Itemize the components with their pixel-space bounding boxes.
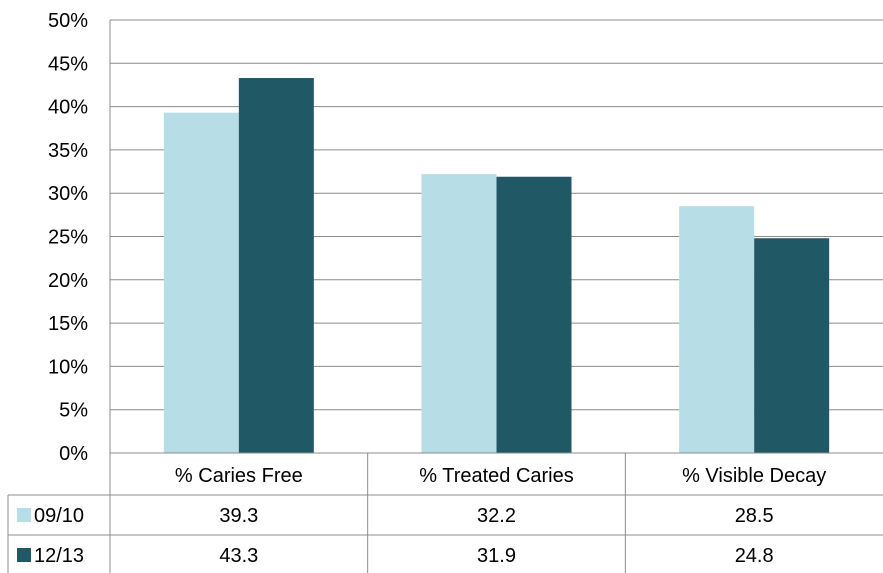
table-cell: 43.3 — [219, 545, 258, 567]
y-tick-label: 25% — [48, 227, 88, 249]
y-tick-label: 0% — [59, 443, 88, 465]
y-tick-label: 30% — [48, 183, 88, 205]
y-tick-label: 35% — [48, 140, 88, 162]
table-cell: 39.3 — [219, 505, 258, 527]
table-cell: 32.2 — [477, 505, 516, 527]
y-tick-label: 20% — [48, 270, 88, 292]
y-tick-label: 40% — [48, 97, 88, 119]
table-cell: 28.5 — [735, 505, 774, 527]
series-label: 12/13 — [34, 545, 84, 567]
table-cell: 31.9 — [477, 545, 516, 567]
bar-12-13-1 — [238, 78, 314, 453]
y-tick-label: 5% — [59, 400, 88, 422]
bars — [163, 78, 830, 454]
y-axis-ticks: 0% 5% 10% 15% 20% 25% 30% 35% 40% 45% 50% — [48, 10, 88, 465]
series-label: 09/10 — [34, 505, 84, 527]
legend-key-1 — [17, 508, 31, 522]
category-label: % Visible Decay — [682, 465, 826, 487]
legend-key-2 — [17, 548, 31, 562]
category-label: % Caries Free — [175, 465, 303, 487]
bar-09-10-2 — [421, 174, 497, 453]
bar-09-10-3 — [679, 206, 755, 453]
bar-12-13-3 — [754, 238, 830, 453]
y-tick-label: 45% — [48, 53, 88, 75]
table-cell: 24.8 — [735, 545, 774, 567]
y-tick-label: 50% — [48, 10, 88, 32]
data-table: % Caries Free % Treated Caries % Visible D… — [7, 453, 883, 573]
y-tick-label: 15% — [48, 313, 88, 335]
y-tick-label: 10% — [48, 356, 88, 378]
bar-12-13-2 — [496, 176, 572, 453]
category-label: % Treated Caries — [419, 465, 574, 487]
bar-09-10-1 — [163, 112, 239, 454]
axes — [109, 20, 883, 573]
